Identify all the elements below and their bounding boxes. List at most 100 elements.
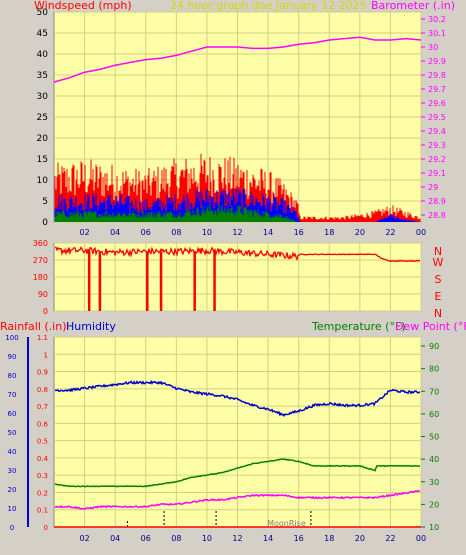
- temp-series: [54, 379, 421, 528]
- temperature-tick-label: 70: [429, 387, 439, 396]
- x-tick-label: 20: [355, 228, 365, 237]
- compass-label: N: [434, 245, 442, 258]
- x-tick-label: 16: [294, 534, 304, 543]
- temperature-tick-label: 20: [429, 500, 439, 509]
- humidity-tick-label: 90: [8, 353, 17, 361]
- rainfall-tick-label: 0.3: [37, 472, 48, 480]
- humidity-tick-label: 50: [8, 429, 17, 437]
- temperature-axis-title: Temperature (°F): [312, 320, 406, 333]
- temperature-tick-label: 10: [429, 523, 439, 532]
- wind-tick-label: 35: [37, 71, 48, 81]
- x-tick-label: 16: [294, 228, 304, 237]
- rainfall-tick-label: 0.9: [37, 369, 48, 377]
- x-tick-label: 06: [141, 228, 151, 237]
- x-tick-label: 02: [79, 534, 89, 543]
- humidity-tick-label: 30: [8, 467, 17, 475]
- x-tick-label: 04: [110, 228, 120, 237]
- barometer-tick-label: 29.8: [428, 71, 446, 80]
- humidity-axis-title: Humidity: [66, 320, 116, 333]
- x-tick-label: 00: [416, 534, 426, 543]
- dewpoint-line: [54, 490, 421, 510]
- x-tick-label: 08: [171, 534, 181, 543]
- wind-tick-label: 45: [37, 29, 48, 39]
- temperature-tick-label: 90: [429, 342, 439, 351]
- barometer-tick-label: 29.5: [428, 113, 446, 122]
- x-tick-label: 08: [171, 228, 181, 237]
- humidity-line: [54, 379, 421, 417]
- temperature-tick-label: 50: [429, 433, 439, 442]
- moonrise-annotation: MoonRise: [267, 519, 306, 528]
- temperature-line: [54, 458, 421, 488]
- barometer-tick-label: 29.9: [428, 57, 446, 66]
- x-tick-label: 10: [202, 228, 212, 237]
- x-tick-label: 22: [385, 534, 395, 543]
- x-tick-label: 02: [79, 228, 89, 237]
- barometer-tick-label: 29: [428, 183, 438, 192]
- barometer-line: [53, 36, 422, 83]
- rainfall-tick-label: 0: [44, 524, 48, 532]
- x-tick-label: 20: [355, 534, 365, 543]
- temperature-tick-label: 40: [429, 455, 439, 464]
- wind-panel: 02 04 06 08 10 12 14 16 18 20 22 000510152025303540…: [37, 8, 446, 237]
- wind-axes: 02 04 06 08 10 12 14 16 18 20 22 000510152025303540…: [37, 8, 446, 237]
- barometer-tick-label: 30.2: [428, 15, 446, 24]
- direction-tick-label: 0: [43, 307, 48, 316]
- barometer-tick-label: 29.2: [428, 155, 446, 164]
- compass-label: N: [434, 307, 442, 320]
- humidity-tick-label: 100: [5, 334, 18, 342]
- temp-grid: [54, 336, 422, 528]
- wind-tick-label: 10: [37, 176, 49, 186]
- barometer-tick-label: 29.7: [428, 85, 446, 94]
- rainfall-tick-label: 0.5: [37, 438, 48, 446]
- barometer-tick-label: 29.3: [428, 141, 446, 150]
- x-tick-label: 14: [263, 228, 273, 237]
- x-tick-label: 14: [263, 534, 273, 543]
- wind-tick-label: 20: [37, 134, 49, 144]
- compass-label: E: [435, 290, 442, 303]
- temp-axes: 02 04 06 08 10 12 14 16 18 20 22 000102030405060708…: [5, 334, 439, 543]
- graph-date-title: 24 hour graph dae January 12 2025: [170, 0, 367, 12]
- barometer-tick-label: 30.1: [428, 29, 446, 38]
- temp-panel: 02 04 06 08 10 12 14 16 18 20 22 000102030405060708…: [5, 334, 439, 543]
- x-tick-label: 18: [324, 534, 334, 543]
- x-tick-label: 18: [324, 228, 334, 237]
- x-tick-label: 10: [202, 534, 212, 543]
- barometer-tick-label: 29.1: [428, 169, 446, 178]
- x-tick-label: 06: [141, 534, 151, 543]
- x-tick-label: 04: [110, 534, 120, 543]
- humidity-tick-label: 40: [8, 448, 17, 456]
- x-tick-label: 00: [416, 228, 426, 237]
- rainfall-tick-label: 0.7: [37, 403, 48, 411]
- barometer-tick-label: 29.6: [428, 99, 446, 108]
- compass-label: W: [433, 256, 444, 269]
- dewpoint-axis-title: Dew Point (°F): [395, 320, 466, 333]
- temperature-tick-label: 80: [429, 365, 439, 374]
- rainfall-tick-label: 1: [44, 351, 48, 359]
- barometer-tick-label: 28.9: [428, 197, 446, 206]
- rainfall-tick-label: 0.1: [37, 507, 48, 515]
- humidity-tick-label: 80: [8, 372, 17, 380]
- rainfall-tick-label: 0.8: [37, 386, 48, 394]
- barometer-tick-label: 30: [428, 43, 438, 52]
- wind-tick-label: 40: [37, 50, 49, 60]
- rainfall-axis-title: Rainfall (.in): [0, 320, 67, 333]
- rainfall-tick-label: 0.6: [37, 420, 49, 428]
- humidity-tick-label: 60: [8, 410, 17, 418]
- wind-tick-label: 5: [42, 197, 48, 207]
- wind-series: [53, 36, 422, 222]
- wind-tick-label: 25: [37, 113, 48, 123]
- humidity-tick-label: 70: [8, 391, 17, 399]
- compass-label: S: [435, 273, 442, 286]
- wind-tick-label: 30: [37, 92, 49, 102]
- rainfall-tick-label: 0.2: [37, 489, 48, 497]
- humidity-tick-label: 10: [8, 505, 17, 513]
- humidity-tick-label: 20: [8, 486, 17, 494]
- barometer-tick-label: 29.4: [428, 127, 446, 136]
- wind-axis-title: Windspeed (mph): [34, 0, 132, 12]
- rainfall-tick-label: 0.4: [37, 455, 49, 463]
- direction-tick-label: 270: [33, 256, 48, 265]
- direction-line: [54, 246, 421, 263]
